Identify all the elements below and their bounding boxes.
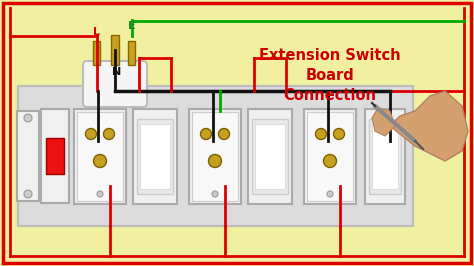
Bar (93, 41, 100, 65)
FancyBboxPatch shape (83, 61, 147, 107)
Circle shape (85, 128, 97, 139)
Bar (17, 111, 39, 201)
Text: Extension Switch: Extension Switch (259, 48, 401, 64)
Bar (128, 41, 135, 65)
Circle shape (219, 128, 229, 139)
Circle shape (327, 191, 333, 197)
Circle shape (93, 155, 107, 168)
Circle shape (316, 128, 327, 139)
Bar (365, 109, 405, 203)
Text: Board: Board (306, 69, 355, 84)
Text: E: E (128, 21, 136, 31)
Bar (41, 109, 69, 203)
Circle shape (212, 191, 218, 197)
Bar (77, 111, 123, 201)
Bar (74, 109, 126, 203)
Bar (46, 138, 64, 174)
Bar (140, 123, 170, 189)
Text: L: L (93, 27, 100, 37)
Bar (307, 111, 353, 201)
Circle shape (103, 128, 115, 139)
Bar (252, 118, 288, 193)
Bar (137, 118, 173, 193)
Bar (189, 109, 241, 203)
Bar (372, 123, 398, 189)
Bar (255, 123, 285, 189)
Bar (18, 86, 413, 226)
Circle shape (209, 155, 221, 168)
Bar (192, 111, 238, 201)
Circle shape (323, 155, 337, 168)
Circle shape (97, 191, 103, 197)
Bar (133, 109, 177, 203)
Circle shape (201, 128, 211, 139)
Circle shape (334, 128, 345, 139)
Bar (248, 109, 292, 203)
Circle shape (24, 114, 32, 122)
Polygon shape (372, 108, 395, 136)
Polygon shape (390, 91, 468, 161)
Bar (304, 109, 356, 203)
Bar (369, 118, 401, 193)
Bar (111, 35, 119, 65)
Text: Connection: Connection (283, 89, 376, 103)
Text: N: N (112, 67, 122, 77)
Circle shape (24, 190, 32, 198)
